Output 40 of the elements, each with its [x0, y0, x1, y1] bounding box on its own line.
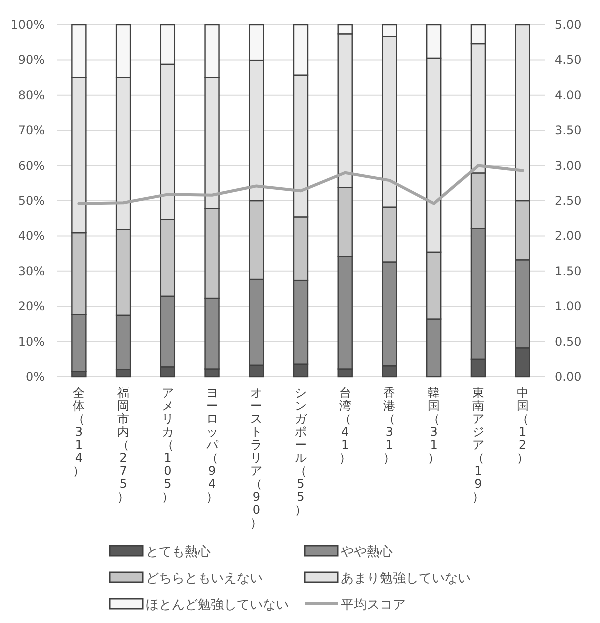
legend-label: ほとんど勉強していない: [146, 598, 289, 613]
x-tick-label: 台湾（41）: [339, 386, 352, 465]
legend-label: とても熱心: [146, 544, 211, 560]
y-tick-label: 50%: [18, 194, 45, 208]
y2-tick-label: 4.00: [555, 88, 582, 102]
category-label: 東南アジア（19）: [472, 386, 484, 504]
y-tick-label: 30%: [18, 264, 45, 278]
y-tick-label: 0%: [26, 370, 45, 384]
y-tick-label: 20%: [18, 300, 45, 314]
y-tick-label: 80%: [18, 88, 45, 102]
y2-tick-label: 2.50: [555, 194, 582, 208]
y-tick-label: 70%: [18, 124, 45, 138]
category-label: オーストラリア（90）: [250, 386, 263, 530]
y-tick-label: 60%: [18, 158, 45, 173]
category-label: シンガポール（55）: [295, 386, 307, 517]
category-label: 福岡市内（275）: [118, 386, 130, 504]
y2-tick-label: 2.00: [555, 229, 582, 244]
legend-label: あまり勉強していない: [341, 572, 471, 586]
x-tick-label: 韓国（31）: [428, 386, 440, 465]
y-tick-label: 10%: [18, 334, 45, 349]
legend-label: 平均スコア: [341, 598, 406, 613]
x-tick-label: 中国（12）: [516, 386, 529, 465]
y2-tick-label: 0.50: [555, 334, 582, 349]
y2-tick-label: 1.50: [555, 264, 582, 278]
y2-tick-label: 3.50: [555, 124, 582, 138]
category-label: ヨーロッパ（94）: [206, 386, 218, 504]
y-tick-label: 40%: [18, 229, 45, 244]
legend-label: どちらともいえない: [146, 572, 263, 586]
legend-label: やや熱心: [341, 544, 393, 560]
y-tick-label: 90%: [18, 53, 45, 68]
x-tick-label: 香港（31）: [384, 386, 396, 465]
line-series: [78, 164, 524, 206]
category-label: アメリカ（105）: [162, 386, 174, 504]
x-tick-label: 全体（314）: [73, 386, 86, 478]
y2-tick-label: 0.00: [555, 370, 582, 384]
y2-tick-label: 3.00: [555, 158, 582, 173]
y2-tick-label: 5.00: [555, 18, 582, 32]
y2-tick-label: 4.50: [555, 53, 582, 68]
y2-tick-label: 1.00: [555, 300, 582, 314]
y-tick-label: 100%: [10, 18, 45, 32]
